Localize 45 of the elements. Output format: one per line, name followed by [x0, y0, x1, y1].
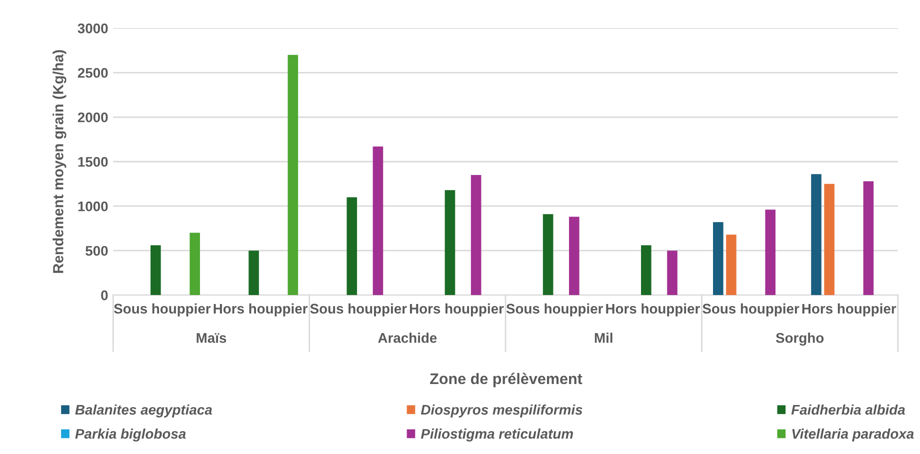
bar: [713, 222, 724, 296]
bar: [150, 245, 161, 296]
x-tick-label: Sous houppier: [702, 303, 800, 316]
bar: [569, 216, 580, 296]
bar: [190, 232, 200, 296]
y-tick-label: 2500: [78, 68, 108, 78]
x-tick-label: Sous houppier: [114, 303, 211, 316]
bar: [641, 245, 652, 296]
bar: [542, 214, 554, 296]
x-tick-label: Hors houppier: [410, 303, 504, 316]
x-tick-label: Hors houppier: [606, 303, 700, 316]
legend-label: Parkia biglobosa: [75, 428, 186, 442]
bar: [667, 250, 678, 296]
bar: [863, 181, 874, 296]
y-tick-label: 0: [101, 290, 108, 300]
bar: [726, 234, 736, 296]
y-tick-label: 3000: [78, 23, 108, 34]
y-tick-label: 2000: [78, 112, 108, 122]
text: Mil: [594, 332, 612, 343]
x-tick-label: Sous houppier: [506, 303, 603, 316]
x-tick-label: Sous houppier: [310, 303, 407, 316]
x-tick-label: Hors houppier: [214, 303, 308, 316]
bar: [765, 210, 776, 296]
y-tick-label: 500: [86, 246, 108, 256]
text: Arachide: [378, 332, 437, 343]
bar: [824, 184, 834, 296]
x-axis-title: Zone de prélèvement: [430, 372, 582, 388]
text: Maïs: [196, 333, 226, 343]
legend-label: Diospyros mespiliformis: [420, 404, 582, 418]
bar: [288, 54, 298, 296]
legend-label: Faidherbia albida: [791, 404, 905, 415]
legend-label: Vitellaria paradoxa: [792, 428, 914, 442]
bar: [470, 174, 482, 296]
bar: [346, 197, 358, 296]
bar: [248, 250, 259, 296]
y-axis-title: Rendement moyen grain (Kg/ha): [52, 50, 66, 273]
bar: [444, 190, 456, 296]
legend-label: Balanites aegyptiaca: [75, 404, 212, 418]
y-tick-label: 1000: [78, 201, 108, 212]
bar: [811, 174, 822, 296]
x-tick-label: Hors houppier: [802, 303, 896, 316]
y-tick-label: 1500: [78, 156, 108, 167]
bar: [372, 146, 384, 296]
text: Sorgho: [776, 332, 824, 346]
legend-label: Piliostigma reticulatum: [420, 428, 573, 442]
